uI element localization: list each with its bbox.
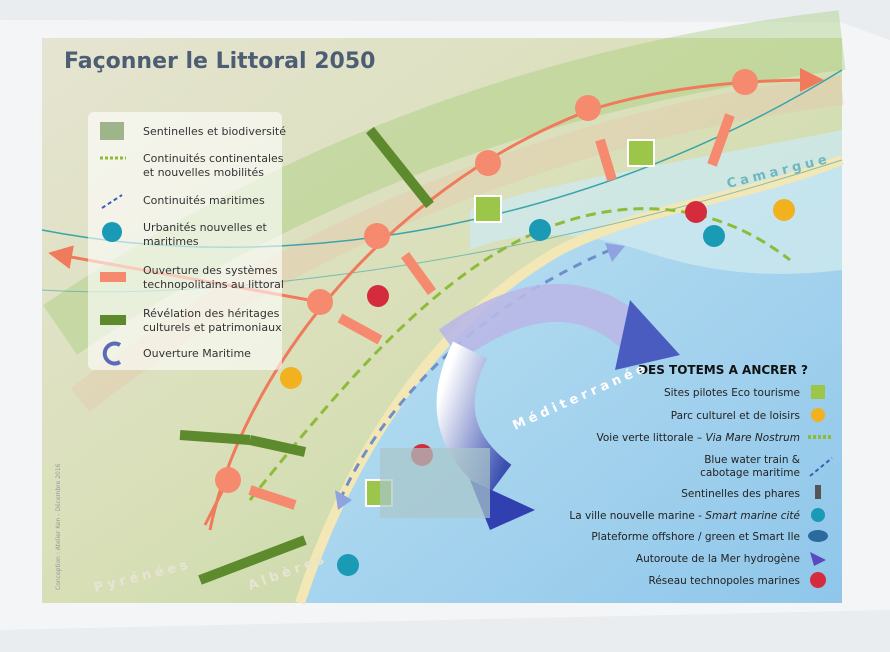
icon — [810, 572, 826, 588]
techno-arrow — [400, 252, 437, 295]
icon — [811, 408, 825, 422]
legend-label: Ouverture des systèmes — [143, 264, 278, 277]
icon — [815, 485, 821, 499]
legend-label: Urbanités nouvelles et — [143, 221, 267, 234]
node — [475, 150, 501, 176]
node — [732, 69, 758, 95]
icon — [811, 508, 825, 522]
techno-arrow — [337, 313, 383, 345]
title: Façonner le Littoral 2050 — [64, 49, 375, 74]
node — [307, 289, 333, 315]
totem-label: Blue water train & — [704, 454, 800, 466]
photo — [380, 448, 490, 518]
icon — [100, 272, 126, 282]
maritime-route — [338, 248, 611, 501]
eco-icon — [474, 195, 502, 223]
arrowhead — [605, 243, 625, 262]
legend-label: culturels et patrimoniaux — [143, 321, 282, 334]
totems-title: DES TOTEMS A ANCRER ? — [638, 363, 808, 377]
totem-label: Réseau technopoles marines — [649, 575, 800, 587]
arrows — [179, 113, 735, 585]
heritage-arrow — [179, 430, 251, 445]
icon — [809, 457, 833, 477]
legend-label: Sentinelles et biodiversité — [143, 125, 286, 138]
lagoon — [470, 130, 842, 274]
park-icon — [280, 367, 302, 389]
node — [364, 223, 390, 249]
icon — [810, 552, 826, 566]
legend-label: Continuités maritimes — [143, 194, 265, 207]
heritage-arrow — [366, 126, 434, 209]
techno-icon — [367, 285, 389, 307]
totem-label: cabotage maritime — [700, 467, 800, 479]
techno-icon — [685, 201, 707, 223]
big-arrow-head — [615, 300, 680, 370]
totem-label: Plateforme offshore / green et Smart Ile — [591, 531, 800, 543]
legend-label: et nouvelles mobilités — [143, 166, 264, 179]
legend-label: Révélation des héritages — [143, 307, 280, 320]
emphasis: Smart marine cité — [705, 510, 800, 522]
eco-icon — [627, 139, 655, 167]
legend-label: technopolitains au littoral — [143, 278, 284, 291]
techno-arrow — [595, 138, 617, 182]
arrowhead — [335, 490, 352, 510]
totem-label: Autoroute de la Mer hydrogène — [636, 553, 800, 565]
beach — [295, 155, 844, 605]
icon — [101, 194, 123, 209]
urban-icon — [337, 554, 359, 576]
legend-box — [88, 112, 282, 370]
urban-icon — [703, 225, 725, 247]
icon — [808, 530, 828, 542]
legend-label: maritimes — [143, 235, 199, 248]
icon — [100, 122, 124, 140]
icon — [102, 222, 122, 242]
park-icon — [773, 199, 795, 221]
icon — [100, 315, 126, 325]
totem-label: La ville nouvelle marine - Smart marine … — [569, 510, 800, 522]
legend-icons — [100, 122, 126, 366]
totem-label: Sites pilotes Eco tourisme — [664, 387, 800, 399]
node — [215, 467, 241, 493]
heritage-arrow — [198, 535, 307, 585]
totem-label: Parc culturel et de loisirs — [671, 410, 800, 422]
techno-arrow — [248, 485, 297, 510]
text: Voie verte littorale – — [596, 432, 705, 444]
urban-icon — [529, 219, 551, 241]
heritage-arrow — [248, 435, 307, 457]
icon — [102, 341, 122, 366]
map-icons — [280, 139, 795, 576]
legend-label: Continuités continentales — [143, 152, 284, 165]
totem-icons — [808, 385, 833, 588]
red-arc — [208, 68, 824, 531]
credit: Conception : Atelier Ken - Décembre 2016 — [55, 463, 62, 590]
nodes — [215, 69, 758, 493]
text: La ville nouvelle marine - — [569, 510, 705, 522]
node — [575, 95, 601, 121]
techno-arrow — [707, 113, 735, 167]
emphasis: Via Mare Nostrum — [705, 432, 800, 444]
icon — [811, 385, 825, 399]
legend-label: Ouverture Maritime — [143, 347, 251, 360]
totem-label: Voie verte littorale – Via Mare Nostrum — [596, 432, 800, 444]
totem-label: Sentinelles des phares — [681, 488, 800, 500]
big-arrow — [438, 284, 654, 361]
